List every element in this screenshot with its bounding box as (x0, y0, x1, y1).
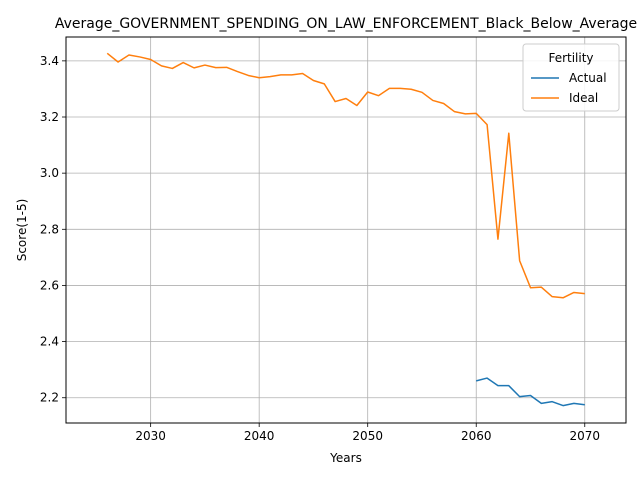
x-tick-label: 2040 (244, 429, 275, 443)
y-axis-label: Score(1-5) (15, 199, 29, 262)
y-axis-ticks: 2.2 2.4 2.6 2.8 3.0 3.2 3.4 (40, 54, 66, 405)
series-line-actual (476, 377, 585, 407)
x-axis-ticks: 2030 2040 2050 2060 2070 (135, 423, 600, 443)
x-tick-label: 2060 (461, 429, 492, 443)
y-tick-label: 2.6 (40, 278, 59, 292)
legend-label-ideal: Ideal (569, 91, 598, 105)
x-axis-label: Years (329, 451, 362, 465)
y-tick-label: 2.2 (40, 391, 59, 405)
legend: Fertility Actual Ideal (522, 43, 620, 112)
series-line-ideal (106, 52, 585, 299)
x-tick-label: 2050 (352, 429, 383, 443)
y-tick-label: 2.4 (40, 335, 59, 349)
x-tick-label: 2030 (135, 429, 166, 443)
series-lines (106, 52, 585, 407)
y-tick-label: 2.8 (40, 222, 59, 236)
legend-title: Fertility (548, 51, 593, 65)
x-tick-label: 2070 (569, 429, 600, 443)
chart-title: Average_GOVERNMENT_SPENDING_ON_LAW_ENFOR… (55, 16, 637, 32)
legend-label-actual: Actual (569, 71, 607, 85)
y-tick-label: 3.4 (40, 54, 59, 68)
grid (66, 37, 626, 423)
y-tick-label: 3.2 (40, 110, 59, 124)
legend-box (522, 43, 620, 112)
plot-frame (65, 36, 627, 424)
y-tick-label: 3.0 (40, 166, 59, 180)
